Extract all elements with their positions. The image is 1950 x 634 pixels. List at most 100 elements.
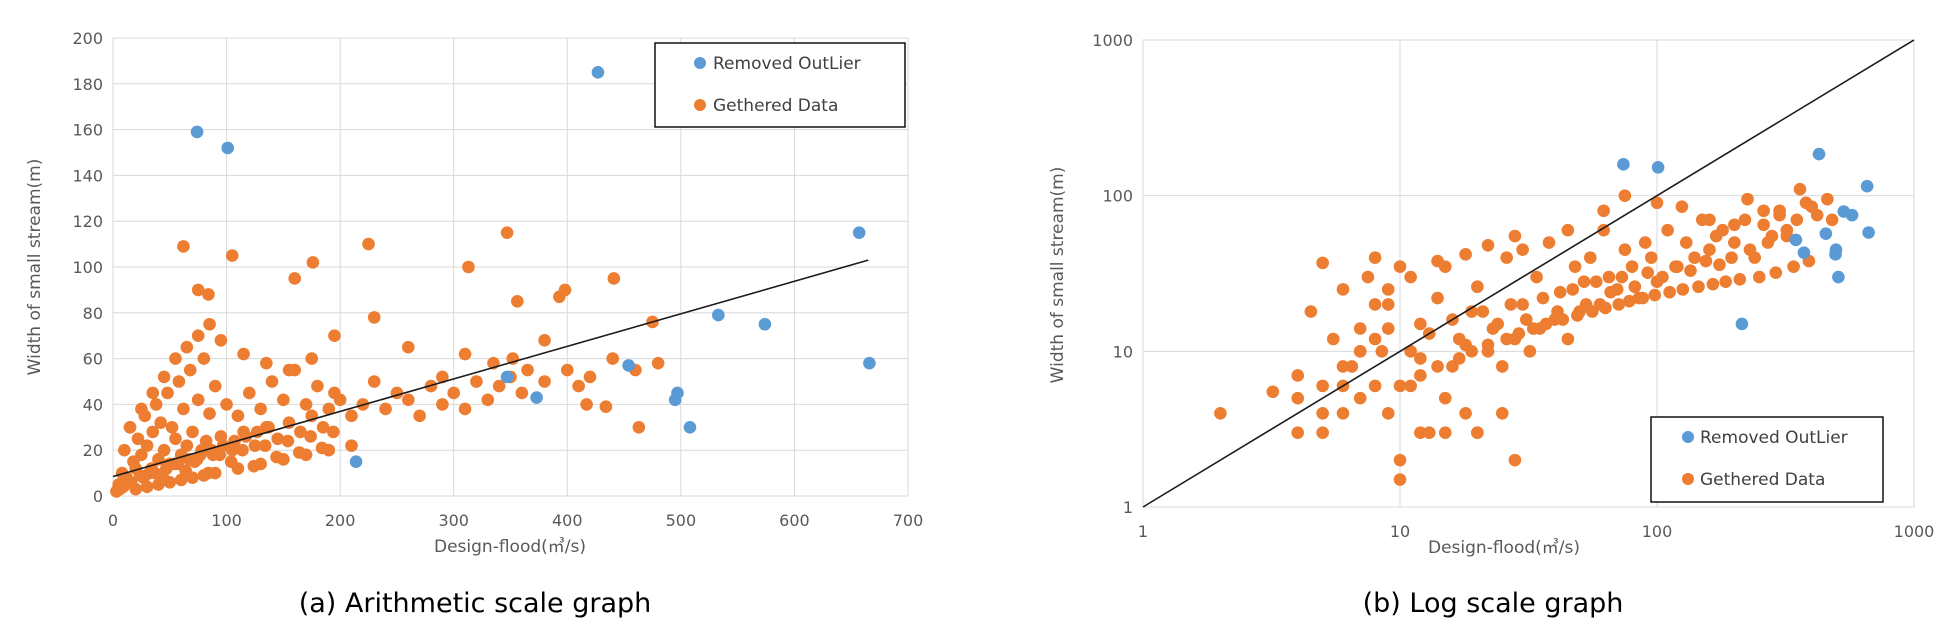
chart-a-gathered-point bbox=[191, 283, 205, 297]
chart-b-outlier-point bbox=[1860, 179, 1874, 193]
chart-a-gathered-point bbox=[265, 375, 279, 388]
chart-b-gathered-point bbox=[1571, 309, 1584, 322]
chart-a-x-tick-label: 500 bbox=[666, 511, 697, 530]
chart-b-gathered-point bbox=[1618, 189, 1632, 202]
chart-a-gathered-point bbox=[220, 398, 233, 411]
chart-b-gathered-point bbox=[1368, 379, 1382, 393]
chart-a-gathered-point bbox=[606, 352, 620, 365]
chart-b-outlier-point bbox=[1651, 161, 1665, 174]
chart-a-gathered-point bbox=[258, 439, 272, 452]
chart-b-gathered-point bbox=[1495, 360, 1509, 373]
chart-a-y-tick-label: 80 bbox=[83, 304, 103, 323]
chart-a-legend-marker-outlier bbox=[694, 57, 706, 69]
chart-b-gathered-point bbox=[1495, 406, 1509, 420]
chart-a-outlier-point bbox=[530, 391, 543, 404]
chart-b-legend: Removed OutLier Gethered Data bbox=[1650, 416, 1884, 503]
chart-a-gathered-point bbox=[632, 421, 646, 434]
chart-a-gathered-point bbox=[367, 311, 381, 324]
chart-b-gathered-point bbox=[1679, 236, 1693, 249]
chart-a-gathered-point bbox=[553, 290, 566, 304]
chart-b-gathered-point bbox=[1266, 385, 1280, 399]
chart-a-gathered-point bbox=[521, 363, 534, 377]
chart-a-legend-label-outlier: Removed OutLier bbox=[713, 54, 861, 74]
chart-a-gathered-point bbox=[580, 398, 593, 411]
chart-b-y-tick-labels: 1 10 100 1000 bbox=[1092, 31, 1133, 517]
chart-b-legend-label-gathered: Gethered Data bbox=[1700, 470, 1825, 490]
chart-b-gathered-point bbox=[1599, 301, 1612, 315]
chart-a-outlier-point bbox=[712, 308, 725, 322]
chart-b-gathered-point bbox=[1476, 305, 1490, 318]
chart-b-gathered-point bbox=[1769, 266, 1783, 279]
chart-b-outlier-point bbox=[1789, 233, 1803, 247]
chart-a-gathered-point bbox=[199, 434, 213, 448]
chart-a-gathered-point bbox=[183, 363, 197, 377]
chart-a-gathered-point bbox=[180, 439, 194, 452]
chart-a-gathered-point bbox=[237, 347, 250, 361]
chart-b-gathered-point bbox=[1787, 260, 1800, 273]
chart-a-y-tick-label: 200 bbox=[72, 29, 103, 48]
chart-b-gathered-point bbox=[1393, 260, 1407, 273]
chart-a-gathered-point bbox=[197, 352, 211, 365]
chart-a-gathered-point bbox=[500, 226, 514, 239]
chart-a-gathered-point bbox=[165, 421, 179, 434]
chart-b-gathered-point bbox=[1622, 294, 1636, 308]
chart-a-gathered-point bbox=[306, 256, 320, 269]
chart-b-gathered-point bbox=[1566, 283, 1580, 296]
chart-a-gathered-point bbox=[146, 386, 160, 400]
chart-b-gathered-point bbox=[1336, 283, 1350, 296]
chart-b-gathered-point bbox=[1757, 204, 1770, 218]
chart-b-gathered-point bbox=[1504, 298, 1518, 311]
chart-a-gathered-point bbox=[172, 375, 186, 388]
chart-b-gathered-point bbox=[1508, 453, 1522, 467]
chart-a-gathered-point bbox=[140, 439, 154, 452]
chart-b-gathered-point bbox=[1336, 406, 1350, 420]
chart-b-gathered-point bbox=[1636, 291, 1650, 305]
chart-a-gathered-point bbox=[436, 370, 449, 384]
chart-a-gathered-point bbox=[231, 462, 245, 475]
chart-b-gathered-point bbox=[1519, 313, 1533, 326]
chart-b-outlier-point bbox=[1829, 248, 1842, 261]
chart-b-gathered-point bbox=[1556, 313, 1570, 326]
chart-b-gathered-point bbox=[1536, 291, 1550, 305]
chart-a-gathered-point bbox=[328, 329, 341, 343]
chart-b-y-tick-label: 100 bbox=[1102, 187, 1133, 206]
chart-a-outlier-point bbox=[863, 356, 876, 370]
chart-a-gathered-point bbox=[281, 434, 295, 448]
chart-b-gathered-point bbox=[1471, 280, 1484, 294]
chart-b-outlier-point bbox=[1819, 227, 1833, 240]
chart-b-gathered-point bbox=[1431, 291, 1444, 305]
chart-b-gathered-point bbox=[1663, 285, 1676, 299]
chart-b-x-tick-label: 100 bbox=[1642, 522, 1673, 541]
chart-b-gathered-point bbox=[1741, 192, 1754, 206]
chart-b-outlier-point bbox=[1832, 270, 1845, 284]
chart-b-gathered-point bbox=[1316, 426, 1329, 440]
chart-b-gathered-point bbox=[1471, 426, 1484, 440]
chart-b-gathered-point bbox=[1725, 251, 1738, 264]
chart-b-gathered-point bbox=[1414, 317, 1427, 331]
chart-a-y-tick-label: 120 bbox=[72, 212, 103, 231]
chart-b-gathered-point bbox=[1291, 426, 1305, 440]
chart-b-x-tick-label: 1000 bbox=[1894, 522, 1935, 541]
chart-a-gathered-point bbox=[152, 478, 165, 491]
chart-b-gathered-point bbox=[1561, 332, 1575, 346]
chart-a-gathered-point bbox=[299, 448, 313, 462]
chart-a-gathered-point bbox=[236, 443, 249, 457]
chart-b-gathered-point bbox=[1757, 218, 1770, 232]
chart-b-gathered-point bbox=[1459, 248, 1472, 261]
chart-a-gathered-point bbox=[171, 457, 185, 471]
chart-b-gathered-point bbox=[1393, 379, 1407, 393]
chart-b-gathered-point bbox=[1512, 327, 1526, 340]
chart-b-gathered-point bbox=[1516, 243, 1529, 256]
chart-a-gathered-point bbox=[214, 333, 228, 347]
chart-b-gathered-point bbox=[1465, 305, 1478, 318]
chart-b-gathered-point bbox=[1728, 218, 1741, 232]
chart-a-outlier-point bbox=[190, 125, 204, 139]
chart-b-legend-marker-outlier bbox=[1682, 431, 1694, 443]
chart-b-outlier-point bbox=[1812, 147, 1826, 161]
chart-a-gathered-point bbox=[174, 473, 188, 487]
chart-b-gathered-point bbox=[1539, 317, 1553, 331]
chart-a-outlier-point bbox=[591, 66, 605, 79]
chart-b-gathered-point bbox=[1431, 360, 1444, 373]
chart-a-outlier-point bbox=[349, 455, 363, 468]
